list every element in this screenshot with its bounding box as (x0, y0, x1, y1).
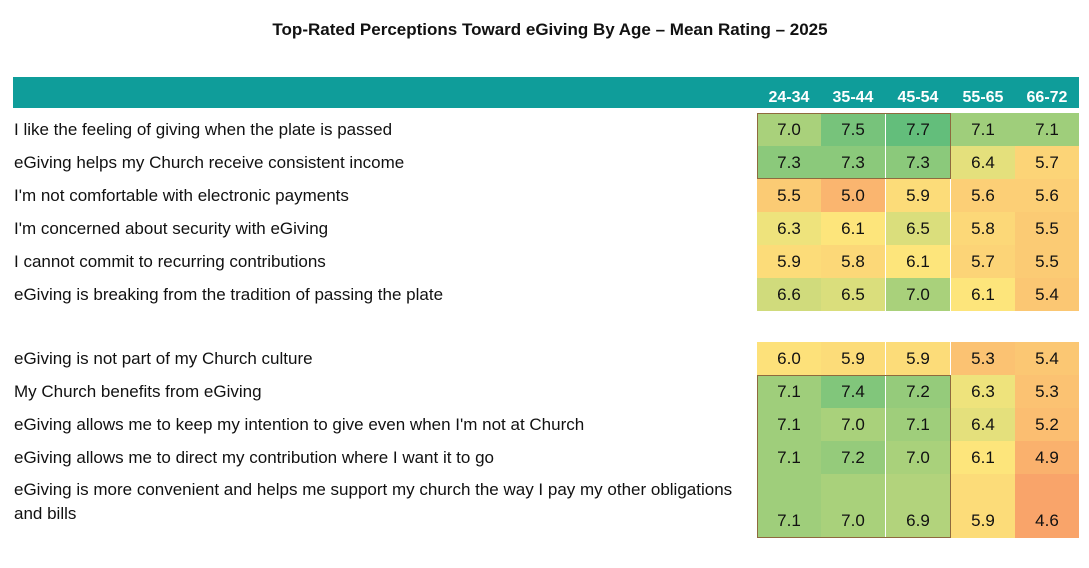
value-cell: 5.0 (821, 179, 885, 212)
value-cell: 7.1 (757, 474, 821, 538)
value-cell: 6.4 (951, 408, 1015, 441)
value-cell: 5.9 (757, 245, 821, 278)
column-header-35-44: 35-44 (832, 89, 874, 106)
value-cell: 7.3 (886, 146, 950, 179)
value-cell: 7.5 (821, 113, 885, 146)
value-cell: 5.8 (951, 212, 1015, 245)
value-cell: 6.3 (951, 375, 1015, 408)
value-cell: 7.0 (757, 113, 821, 146)
value-cell: 7.1 (757, 408, 821, 441)
value-cell: 6.6 (757, 278, 821, 311)
value-cell: 6.9 (886, 474, 950, 538)
value-cell: 7.0 (886, 278, 950, 311)
chart-title: Top-Rated Perceptions Toward eGiving By … (272, 20, 828, 39)
table-header-band (13, 77, 1079, 108)
value-cell: 6.4 (951, 146, 1015, 179)
value-cell: 5.5 (1015, 245, 1079, 278)
value-cell: 7.1 (886, 408, 950, 441)
value-cell: 6.5 (821, 278, 885, 311)
value-cell: 7.0 (821, 408, 885, 441)
value-cell: 6.1 (886, 245, 950, 278)
row-label: My Church benefits from eGiving (14, 382, 262, 401)
value-cell: 7.0 (886, 441, 950, 474)
value-cell: 4.9 (1015, 441, 1079, 474)
value-cell: 7.7 (886, 113, 950, 146)
value-cell: 6.5 (886, 212, 950, 245)
value-cell: 7.1 (757, 441, 821, 474)
value-cell: 5.2 (1015, 408, 1079, 441)
value-cell: 7.4 (821, 375, 885, 408)
value-cell: 5.3 (951, 342, 1015, 375)
value-cell: 7.2 (886, 375, 950, 408)
value-cell: 5.7 (951, 245, 1015, 278)
value-cell: 5.4 (1015, 342, 1079, 375)
value-cell: 7.0 (821, 474, 885, 538)
column-header-45-54: 45-54 (897, 89, 939, 106)
row-label: eGiving helps my Church receive consiste… (14, 153, 405, 172)
value-cell: 6.1 (951, 278, 1015, 311)
value-cell: 5.9 (821, 342, 885, 375)
row-label: I'm concerned about security with eGivin… (14, 219, 329, 238)
row-label: I cannot commit to recurring contributio… (14, 252, 326, 271)
value-cell: 7.1 (1015, 113, 1079, 146)
value-cell: 6.3 (757, 212, 821, 245)
value-cell: 5.5 (757, 179, 821, 212)
value-cell: 5.9 (951, 474, 1015, 538)
value-cell: 5.9 (886, 179, 950, 212)
row-label: I like the feeling of giving when the pl… (14, 120, 393, 139)
value-cell: 5.4 (1015, 278, 1079, 311)
row-label: eGiving is breaking from the tradition o… (14, 285, 444, 304)
value-cell: 4.6 (1015, 474, 1079, 538)
value-cell: 7.3 (821, 146, 885, 179)
value-cell: 5.9 (886, 342, 950, 375)
value-cell: 5.6 (951, 179, 1015, 212)
value-cell: 7.3 (757, 146, 821, 179)
value-cell: 5.8 (821, 245, 885, 278)
column-header-66-72: 66-72 (1026, 89, 1068, 106)
column-header-55-65: 55-65 (962, 89, 1004, 106)
value-cell: 7.1 (757, 375, 821, 408)
row-label: eGiving allows me to direct my contribut… (14, 448, 494, 467)
value-cell: 6.1 (951, 441, 1015, 474)
row-label: I'm not comfortable with electronic paym… (14, 186, 349, 205)
value-cell: 5.5 (1015, 212, 1079, 245)
row-label: eGiving allows me to keep my intention t… (14, 415, 585, 434)
value-cell: 5.7 (1015, 146, 1079, 179)
value-cell: 6.1 (821, 212, 885, 245)
value-cell: 7.1 (951, 113, 1015, 146)
value-cell: 6.0 (757, 342, 821, 375)
row-label: eGiving is more convenient and helps me … (14, 480, 733, 523)
value-cell: 5.6 (1015, 179, 1079, 212)
column-header-24-34: 24-34 (768, 89, 810, 106)
value-cell: 5.3 (1015, 375, 1079, 408)
row-label: eGiving is not part of my Church culture (14, 349, 313, 368)
value-cell: 7.2 (821, 441, 885, 474)
